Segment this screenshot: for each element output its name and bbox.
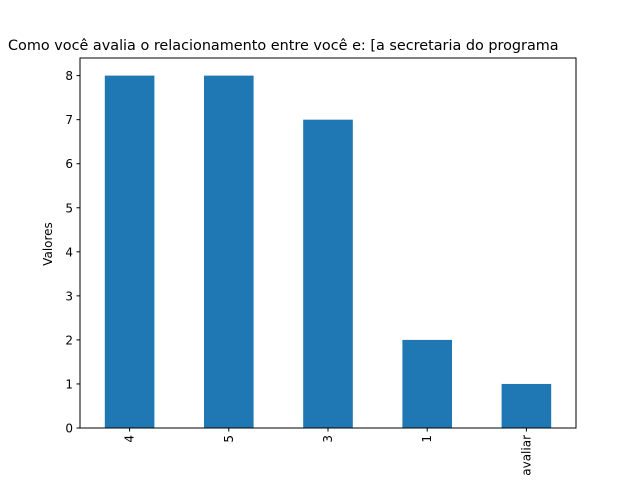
bar-5	[204, 75, 254, 428]
bar-3	[303, 119, 353, 429]
y-axis-label: Valores	[41, 222, 55, 266]
y-tick-label: 6	[65, 157, 73, 171]
y-tick-label: 1	[65, 377, 73, 391]
bar-1	[402, 339, 452, 428]
y-tick-label: 5	[65, 201, 73, 215]
x-tick-label: 5	[222, 435, 236, 443]
y-tick-label: 3	[65, 289, 73, 303]
x-tick-label: 3	[321, 435, 335, 443]
bar-avaliar	[501, 383, 552, 428]
bar-4	[104, 75, 155, 428]
y-tick-label: 0	[65, 422, 73, 436]
chart-title: Como você avalia o relacionamento entre …	[8, 38, 559, 54]
x-tick-label: 4	[123, 435, 137, 443]
y-tick-label: 4	[65, 245, 73, 259]
y-tick-label: 8	[65, 69, 73, 83]
plot-area: 0 1 2 3 4 5 6 7 8 4 5 3 1 avaliar	[65, 57, 577, 476]
x-tick-label: avaliar	[519, 435, 533, 476]
y-tick-label: 7	[65, 113, 73, 127]
x-tick-label: 1	[420, 435, 434, 443]
y-tick-label: 2	[65, 333, 73, 347]
